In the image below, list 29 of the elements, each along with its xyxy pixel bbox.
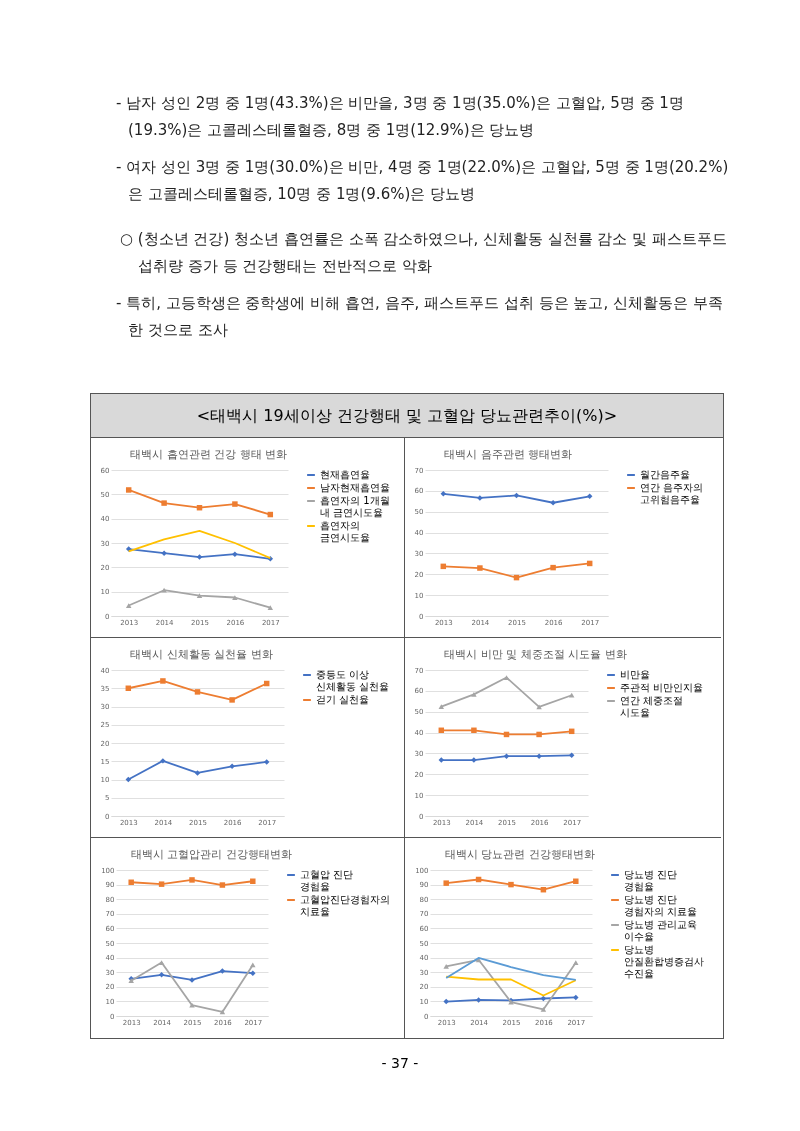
- legend-label: 연간 음주자의 고위험음주율: [640, 482, 704, 505]
- chart-title: 태백시 신체활동 실천율 변화: [130, 648, 273, 661]
- chart-title: 태백시 고혈압관리 건강행태변화: [130, 848, 292, 861]
- legend-label: 당뇨병 안질환합병증검사 수진율: [624, 944, 704, 979]
- legend-label: 당뇨병 진단 경험율: [624, 869, 678, 892]
- legend-label: 걷기 실천율: [316, 694, 370, 705]
- legend-label: 당뇨병 관리교육 이수율: [624, 919, 698, 942]
- legend-label: 비만율: [620, 669, 650, 680]
- legend-label: 연간 체중조절 시도율: [620, 695, 684, 718]
- chart-title: 태백시 흡연관련 건강 행태 변화: [130, 448, 288, 461]
- legend-label: 고혈압진단경험자의 치료율: [300, 894, 390, 917]
- text: - 특히, 고등학생은 중학생에 비해 흡연, 음주, 패스트푸드 섭취 등은 높고, 신체활동은 부족한 것으로 조사: [115, 293, 724, 341]
- legend-label: 당뇨병 진단 경험자의 치료율: [624, 894, 698, 917]
- legend-label: 주관적 비만인지율: [620, 682, 704, 693]
- legend-label: 고혈압 진단 경험율: [300, 869, 354, 892]
- text: - 남자 성인 2명 중 1명(43.3%)은 비만을, 3명 중 1명(35.0%)은 고혈압, 5명 중 1명(19.3%)은 고콜레스테롤혈증, 8명 중 1명(12.9%)은 당뇨병: [115, 93, 685, 141]
- text: ○ (청소년 건강) 청소년 흡연률은 소폭 감소하였으나, 신체활동 실천률 감소 및 패스트푸드 섭취량 증가 등 건강행태는 전반적으로 악화: [119, 229, 728, 277]
- legend-label: 흡연자의 금연시도율: [320, 520, 370, 543]
- chart-title: 태백시 음주관련 행태변화: [444, 448, 573, 461]
- text: - 37 -: [380, 1055, 420, 1071]
- legend-label: 월간음주율: [640, 469, 690, 480]
- chart-title: 태백시 비만 및 체중조절 시도율 변화: [444, 648, 627, 661]
- legend-label: 남자현재흡연율: [320, 482, 390, 493]
- text: <태백시 19세이상 건강행태 및 고혈압 당뇨관련추이(%)>: [91, 394, 723, 438]
- legend-label: 중등도 이상 신체활동 실천율: [316, 669, 390, 692]
- chart-title: 태백시 당뇨관련 건강행태변화: [444, 848, 595, 861]
- legend-label: 현재흡연율: [320, 469, 370, 480]
- legend-label: 흡연자의 1개월 내 금연시도율: [320, 495, 390, 518]
- text: - 여자 성인 3명 중 1명(30.0%)은 비만, 4명 중 1명(22.0%)은 고혈압, 5명 중 1명(20.2%)은 고콜레스테롤혈증, 10명 중 1명(9.6%)은 당뇨병: [115, 157, 730, 205]
